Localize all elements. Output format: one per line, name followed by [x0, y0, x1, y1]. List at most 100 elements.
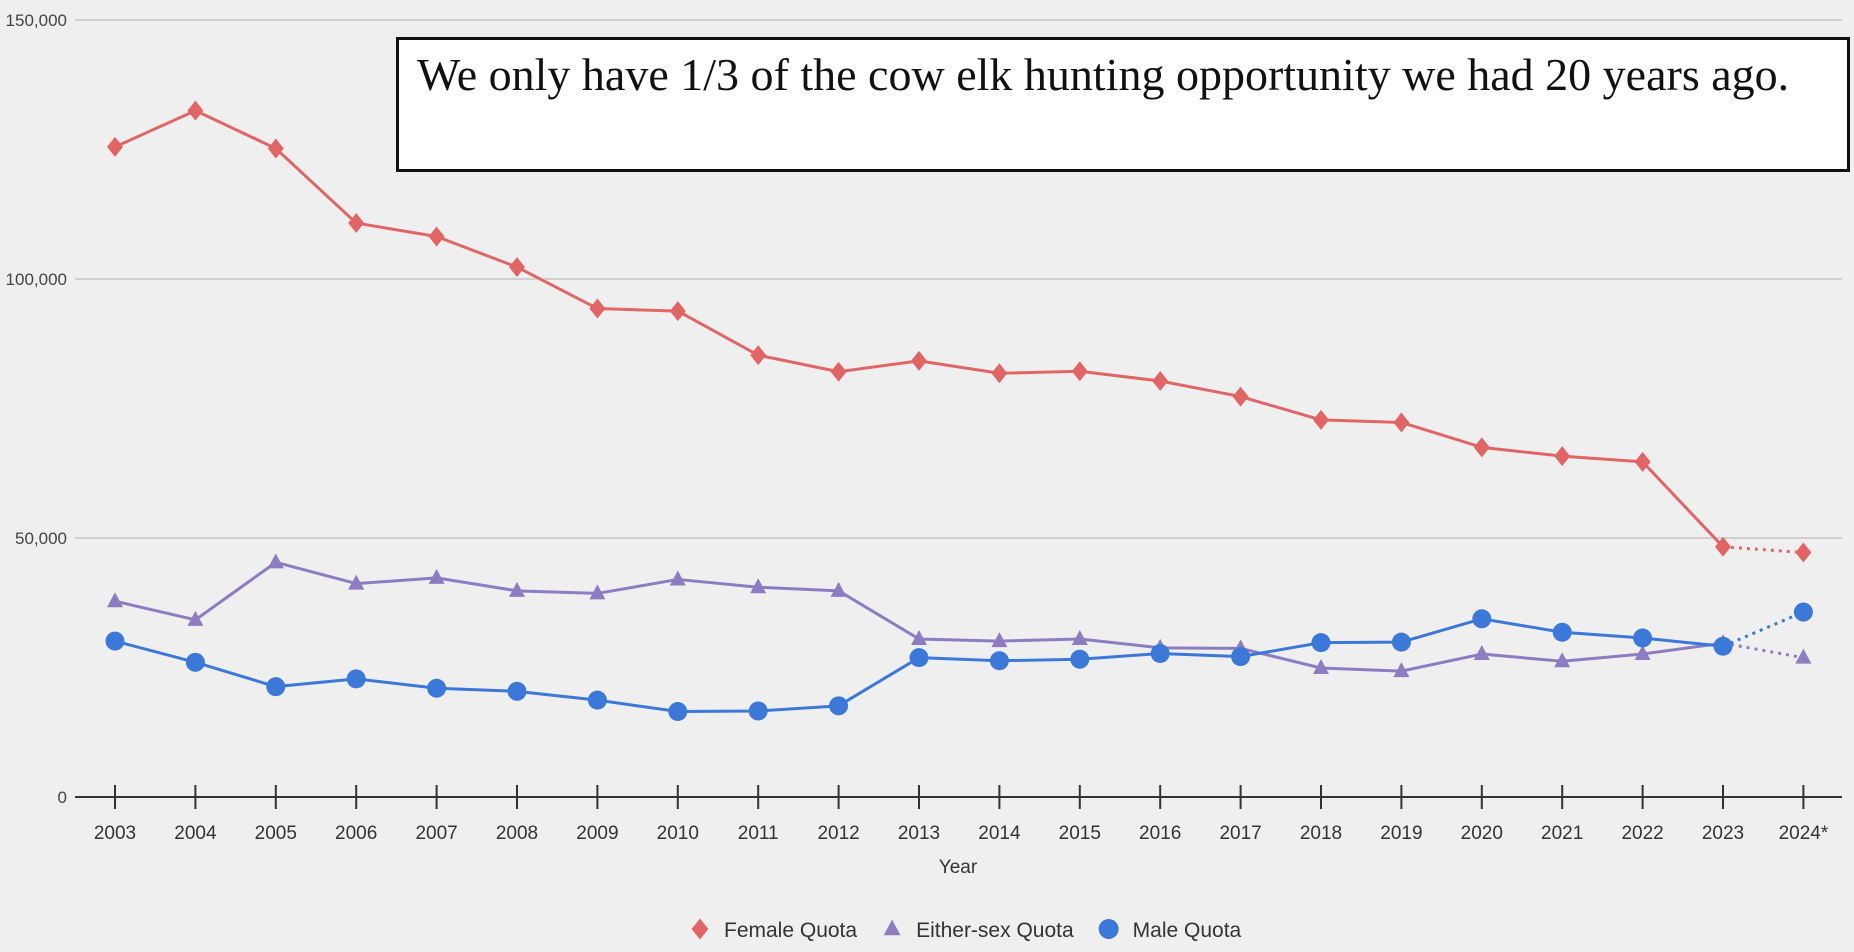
data-point: [1150, 644, 1170, 664]
data-point: [1795, 648, 1812, 664]
data-point: [1313, 659, 1329, 675]
legend-item: Either-sex Quota: [883, 919, 1074, 942]
data-point: [1472, 609, 1492, 629]
data-point: [185, 652, 205, 672]
x-tick-label: 2020: [1461, 823, 1503, 844]
y-tick-label: 0: [58, 788, 67, 807]
x-axis: 2003 2004 2005 2006 2007 2008 2009 2010 2011 2012…: [75, 785, 1842, 844]
data-point: [669, 301, 686, 322]
data-point: [1634, 451, 1651, 472]
x-tick-label: 2014: [978, 823, 1021, 844]
data-point: [346, 669, 366, 689]
data-point: [668, 702, 688, 722]
data-point: [1391, 632, 1411, 652]
data-point: [267, 553, 284, 569]
data-point: [589, 298, 606, 319]
series-line: [114, 109, 1725, 548]
data-point: [883, 919, 901, 936]
x-tick-label: 2006: [335, 823, 377, 844]
data-point: [428, 226, 445, 247]
data-point: [691, 918, 709, 940]
x-axis-title: Year: [939, 857, 978, 878]
data-point: [1634, 645, 1651, 661]
annotation-box: We only have 1/3 of the cow elk hunting …: [396, 37, 1850, 172]
data-point: [911, 350, 927, 371]
data-point: [1473, 645, 1490, 661]
data-point: [187, 100, 204, 121]
x-tick-label: 2022: [1621, 823, 1663, 844]
data-point: [1554, 446, 1571, 467]
data-point: [911, 630, 927, 646]
x-tick-label: 2011: [738, 823, 779, 844]
data-point: [107, 592, 123, 608]
data-point: [267, 138, 284, 159]
data-point: [187, 610, 204, 626]
x-tick-label: 2009: [576, 823, 618, 844]
legend-label: Female Quota: [724, 919, 857, 942]
data-point: [830, 581, 847, 597]
legend-label: Either-sex Quota: [916, 919, 1074, 942]
data-point: [1231, 647, 1251, 667]
x-tick-label: 2008: [496, 823, 538, 844]
x-tick-label: 2019: [1380, 823, 1422, 844]
gridlines: [75, 19, 1842, 539]
x-tick-label: 2004: [174, 823, 217, 844]
data-point: [989, 651, 1009, 671]
data-point: [1393, 662, 1410, 678]
data-point: [1313, 409, 1329, 430]
data-point: [428, 568, 445, 584]
y-tick-label: 100,000: [6, 270, 67, 289]
data-point: [348, 574, 365, 590]
data-point: [1552, 622, 1572, 642]
data-point: [1633, 628, 1653, 648]
data-point: [1793, 602, 1813, 622]
data-point: [1713, 636, 1733, 656]
series-line-projected: [1722, 641, 1804, 660]
series-male-quota: [105, 602, 1813, 722]
data-point: [105, 631, 125, 651]
x-tick-label: 2016: [1139, 823, 1181, 844]
x-tick-label: 2015: [1059, 823, 1101, 844]
series-female-quota: [107, 100, 1812, 563]
y-tick-label: 150,000: [6, 11, 67, 30]
data-point: [1070, 649, 1090, 669]
x-tick-label: 2023: [1702, 823, 1744, 844]
legend-item: Male Quota: [1098, 919, 1242, 942]
data-point: [750, 345, 767, 366]
data-point: [830, 361, 847, 382]
data-point: [507, 681, 527, 701]
data-point: [669, 570, 686, 586]
data-point: [1152, 371, 1169, 392]
legend: Female Quota Either-sex Quota Male Quota: [691, 918, 1242, 942]
x-tick-label: 2005: [255, 823, 297, 844]
data-point: [509, 257, 525, 278]
data-point: [589, 584, 606, 600]
data-point: [107, 136, 123, 157]
data-point: [991, 632, 1008, 648]
y-axis-tick-labels: 0 50,000 100,000 150,000: [6, 11, 67, 807]
x-tick-label: 2021: [1541, 823, 1583, 844]
data-point: [748, 701, 768, 721]
x-tick-label: 2024*: [1779, 823, 1829, 844]
x-tick-label: 2003: [94, 823, 136, 844]
data-point: [1554, 652, 1571, 668]
data-point: [509, 581, 525, 597]
data-point: [266, 677, 286, 697]
data-point: [909, 648, 929, 668]
data-point: [427, 678, 447, 698]
series-either-sex-quota: [107, 553, 1812, 678]
data-point: [829, 696, 849, 716]
data-point: [750, 578, 767, 594]
data-point: [1232, 386, 1249, 407]
data-point: [1393, 412, 1410, 433]
series-lines: [105, 100, 1813, 722]
data-point: [1311, 633, 1331, 653]
x-tick-label: 2010: [657, 823, 699, 844]
data-point: [1071, 361, 1088, 382]
x-tick-label: 2013: [898, 823, 940, 844]
data-point: [1071, 630, 1088, 646]
legend-label: Male Quota: [1133, 919, 1242, 942]
legend-item: Female Quota: [691, 918, 857, 942]
data-point: [1715, 536, 1731, 557]
